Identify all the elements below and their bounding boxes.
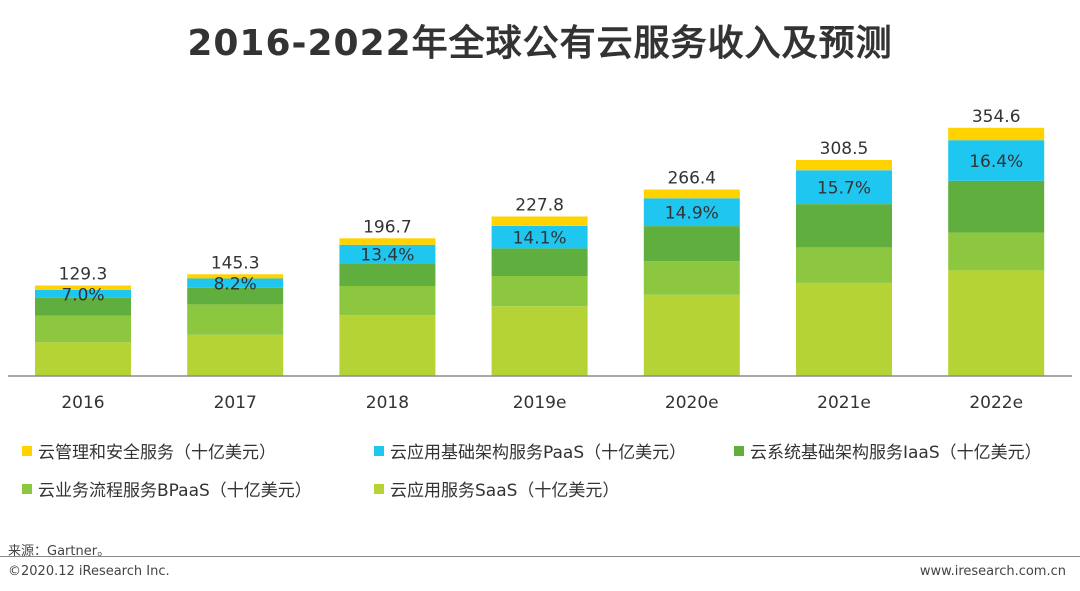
share-label-2022e: 16.4% [969,152,1023,172]
bar-segment-paas-2017 [187,278,284,288]
bar-segment-bpaas-2016 [35,315,131,343]
legend-label: 云系统基础架构服务IaaS（十亿美元） [750,443,1042,463]
bar-segment-bpaas-2022e [948,232,1045,271]
share-label-2019e: 14.1% [513,229,567,249]
bar-segment-mgmt-security-2020e [643,189,740,199]
legend-swatch [22,483,32,494]
share-label-2018: 13.4% [360,246,414,266]
bar-segment-paas-2020e [643,198,740,227]
legend-label: 云管理和安全服务（十亿美元） [38,443,276,463]
bar-segment-mgmt-security-2017 [187,274,284,279]
bar-segment-saas-2022e [948,270,1045,376]
bar-segment-saas-2020e [643,294,740,376]
bar-segment-iaas-2016 [35,297,131,316]
bar-segment-bpaas-2019e [491,276,588,307]
chart-title: 2016-2022年全球公有云服务收入及预测 [187,23,893,64]
x-tick-2018: 2018 [366,393,409,413]
total-label-2016: 129.3 [59,265,108,285]
x-tick-2021e: 2021e [817,393,871,413]
total-label-2017: 145.3 [211,253,260,273]
x-tick-2016: 2016 [61,393,104,413]
bar-segment-paas-2019e [491,225,588,249]
bar-segment-bpaas-2018 [339,286,436,316]
bar-segment-iaas-2022e [948,180,1045,233]
total-label-2018: 196.7 [363,217,412,237]
total-label-2019e: 227.8 [515,196,564,216]
bar-segment-paas-2016 [35,289,131,298]
total-label-2021e: 308.5 [820,139,869,159]
bar-segment-saas-2018 [339,315,436,376]
stacked-bar-chart: 129.37.0% 145.38.2% 196.7 13.4% 227.8 14.1% 26… [8,107,1072,413]
source-note: 来源：Gartner。 [8,544,111,559]
x-tick-2019e: 2019e [513,393,567,413]
bar-segment-mgmt-security-2019e [491,216,588,226]
x-tick-2022e: 2022e [969,393,1023,413]
x-tick-2020e: 2020e [665,393,719,413]
bar-segment-paas-2018 [339,244,436,264]
share-label-2016: 7.0% [61,285,104,305]
share-label-2021e: 15.7% [817,179,871,199]
labels-layer: 129.37.0% 145.38.2% 196.7 13.4% 227.8 14.1% 26… [59,107,1024,306]
footer-divider [0,556,1080,557]
bar-segment-saas-2017 [187,334,284,376]
x-tick-labels: 2016 2017 2018 2019e 2020e 2021e 2022e [61,393,1023,413]
x-tick-2017: 2017 [214,393,257,413]
website-link[interactable]: www.iresearch.com.cn [919,564,1066,579]
bar-segment-iaas-2020e [643,226,740,262]
bar-segment-mgmt-security-2018 [339,238,436,245]
legend-swatch [374,483,384,494]
legend-swatch [734,445,744,456]
bar-segment-iaas-2018 [339,263,436,286]
legend-item-saas: 云应用服务SaaS（十亿美元） [374,476,619,501]
bar-segment-bpaas-2017 [187,304,284,335]
bar-segment-iaas-2019e [491,248,588,276]
legend-item-paas: 云应用基础架构服务PaaS（十亿美元） [374,438,686,463]
legend-swatch [374,445,384,456]
copyright: ©2020.12 iResearch Inc. [8,564,170,579]
bar-segment-paas-2022e [948,140,1045,181]
bar-segment-bpaas-2021e [796,247,892,283]
bar-segment-saas-2019e [491,306,588,376]
share-label-2020e: 14.9% [665,204,719,224]
share-label-2017: 8.2% [214,275,257,295]
bar-segment-mgmt-security-2021e [796,160,892,171]
bar-segment-mgmt-security-2016 [35,285,131,290]
bar-segment-iaas-2021e [796,204,892,248]
legend-label: 云应用基础架构服务PaaS（十亿美元） [390,443,687,463]
bar-segment-mgmt-security-2022e [948,127,1045,141]
legend-swatch [22,445,32,456]
legend-label: 云应用服务SaaS（十亿美元） [390,481,620,501]
legend-item-mgmt-security: 云管理和安全服务（十亿美元） [22,438,276,463]
total-label-2020e: 266.4 [667,169,716,189]
bar-segment-bpaas-2020e [643,261,740,295]
total-label-2022e: 354.6 [972,107,1021,127]
bar-segment-saas-2016 [35,342,131,376]
legend-item-iaas: 云系统基础架构服务IaaS（十亿美元） [734,438,1042,463]
legend-label: 云业务流程服务BPaaS（十亿美元） [38,481,312,501]
bar-segment-saas-2021e [796,282,892,376]
bars-layer [35,127,1045,376]
bar-segment-paas-2021e [796,170,892,205]
bar-segment-iaas-2017 [187,287,284,305]
legend-item-bpaas: 云业务流程服务BPaaS（十亿美元） [22,476,312,501]
